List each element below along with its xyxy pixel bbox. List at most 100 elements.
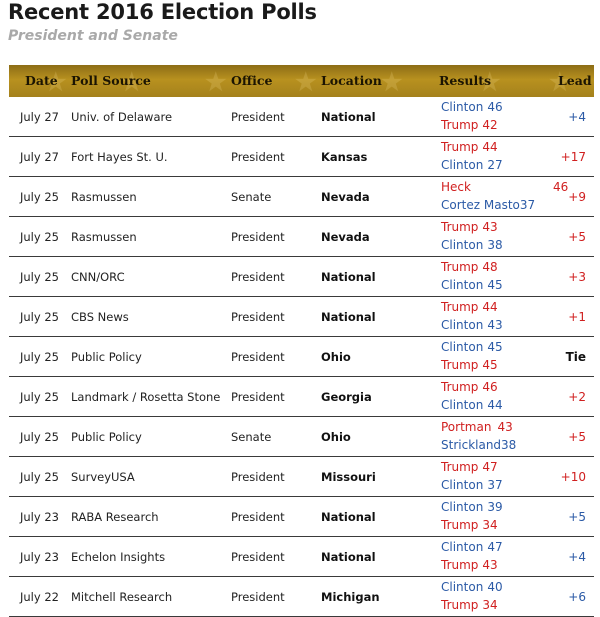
row-office: President <box>231 590 285 604</box>
table-row: July 25 Rasmussen President Nevada Trump 43 Cl… <box>9 217 594 257</box>
row-location: Georgia <box>321 390 372 404</box>
candidate-percent: 42 <box>482 118 498 132</box>
candidate-name: Clinton <box>441 540 484 554</box>
candidate-name: Clinton <box>441 340 484 354</box>
row-lead: +9 <box>568 190 586 204</box>
row-date: July 25 <box>20 270 59 284</box>
candidate-name: Clinton <box>441 158 484 172</box>
candidate-name: Clinton <box>441 100 484 114</box>
candidate-percent: 34 <box>482 598 498 612</box>
row-office: President <box>231 470 285 484</box>
row-location: National <box>321 270 376 284</box>
candidate-name: Trump <box>441 358 479 372</box>
row-office: President <box>231 310 285 324</box>
star-decoration-icon: ★ <box>381 67 403 96</box>
candidate-percent: 45 <box>487 278 503 292</box>
candidate-percent: 45 <box>482 358 498 372</box>
candidate-percent: 39 <box>487 500 503 514</box>
row-result-first: Clinton 47 <box>441 540 503 554</box>
header-poll-source: Poll Source <box>71 73 151 88</box>
table-row: July 25 Public Policy President Ohio Clinton… <box>9 337 594 377</box>
candidate-name: Trump <box>441 220 479 234</box>
candidate-percent: 46 <box>487 100 503 114</box>
candidate-name: Trump <box>441 460 479 474</box>
candidate-percent: 44 <box>482 140 498 154</box>
row-result-second: Clinton 27 <box>441 158 503 172</box>
page-subtitle: President and Senate <box>8 28 178 44</box>
row-poll-source: Mitchell Research <box>71 590 173 604</box>
row-lead: +17 <box>560 150 586 164</box>
row-date: July 25 <box>20 470 59 484</box>
candidate-percent: 40 <box>487 580 503 594</box>
page-title: Recent 2016 Election Polls <box>8 0 317 24</box>
table-row: July 23 Echelon Insights President National… <box>9 537 594 577</box>
star-decoration-icon: ★ <box>121 67 143 96</box>
row-lead: +5 <box>568 430 586 444</box>
row-result-first: Trump 44 <box>441 140 498 154</box>
row-date: July 23 <box>20 550 59 564</box>
row-location: Michigan <box>321 590 380 604</box>
polls-table: ★ ★ ★ ★ ★ ★ ★ Date Poll Source Office Lo… <box>9 65 594 617</box>
row-poll-source: Rasmussen <box>71 230 137 244</box>
row-poll-source: CBS News <box>71 310 129 324</box>
row-result-first: Trump 44 <box>441 300 498 314</box>
row-lead: +10 <box>560 470 586 484</box>
table-row: July 23 RABA Research President National Cli… <box>9 497 594 537</box>
candidate-name: Portman <box>441 420 492 434</box>
row-date: July 25 <box>20 350 59 364</box>
row-result-second: Clinton 38 <box>441 238 503 252</box>
row-result-first: Trump 48 <box>441 260 498 274</box>
candidate-name: Clinton <box>441 398 484 412</box>
row-result-second: Trump 45 <box>441 358 498 372</box>
row-result-first: Trump 47 <box>441 460 498 474</box>
candidate-percent: 48 <box>482 260 498 274</box>
candidate-percent: 38 <box>501 438 517 452</box>
table-row: July 22 Mitchell Research President Michiga… <box>9 577 594 617</box>
header-date: Date <box>25 73 58 88</box>
candidate-percent: 46 <box>552 180 569 194</box>
row-result-second: Cortez Masto37 <box>441 198 535 212</box>
row-office: Senate <box>231 430 272 444</box>
row-office: Senate <box>231 190 272 204</box>
candidate-name: Heck <box>441 180 471 194</box>
candidate-percent: 47 <box>482 460 498 474</box>
row-lead: +3 <box>568 270 586 284</box>
candidate-percent: 43 <box>482 220 498 234</box>
row-result-second: Clinton 44 <box>441 398 503 412</box>
row-location: National <box>321 310 376 324</box>
row-lead: +6 <box>568 590 586 604</box>
row-date: July 25 <box>20 310 59 324</box>
row-result-first: Trump 43 <box>441 220 498 234</box>
row-poll-source: Public Policy <box>71 430 142 444</box>
row-office: President <box>231 150 285 164</box>
table-row: July 25 CBS News President National Trump 44 C… <box>9 297 594 337</box>
candidate-name: Clinton <box>441 580 484 594</box>
candidate-percent: 27 <box>487 158 503 172</box>
row-office: President <box>231 270 285 284</box>
row-location: Ohio <box>321 430 351 444</box>
row-result-second: Strickland38 <box>441 438 516 452</box>
candidate-name: Cortez Masto <box>441 198 520 212</box>
row-result-second: Trump 43 <box>441 558 498 572</box>
row-date: July 25 <box>20 190 59 204</box>
row-lead: +4 <box>568 550 586 564</box>
row-location: National <box>321 510 376 524</box>
table-row: July 25 Public Policy Senate Ohio Portman 43 S… <box>9 417 594 457</box>
candidate-name: Clinton <box>441 500 484 514</box>
star-decoration-icon: ★ <box>45 67 67 96</box>
row-poll-source: Landmark / Rosetta Stone <box>71 390 221 404</box>
row-result-second: Trump 34 <box>441 518 498 532</box>
row-date: July 25 <box>20 230 59 244</box>
row-location: Kansas <box>321 150 368 164</box>
candidate-name: Trump <box>441 118 479 132</box>
row-date: July 22 <box>20 590 59 604</box>
candidate-percent: 37 <box>487 478 503 492</box>
header-results: Results <box>439 73 492 88</box>
row-date: July 27 <box>20 110 59 124</box>
table-body: July 27 Univ. of Delaware President Nationa… <box>9 97 594 617</box>
candidate-name: Trump <box>441 260 479 274</box>
row-result-first: Portman 43 <box>441 420 513 434</box>
row-lead: +1 <box>568 310 586 324</box>
row-result-second: Trump 34 <box>441 598 498 612</box>
candidate-name: Trump <box>441 140 479 154</box>
